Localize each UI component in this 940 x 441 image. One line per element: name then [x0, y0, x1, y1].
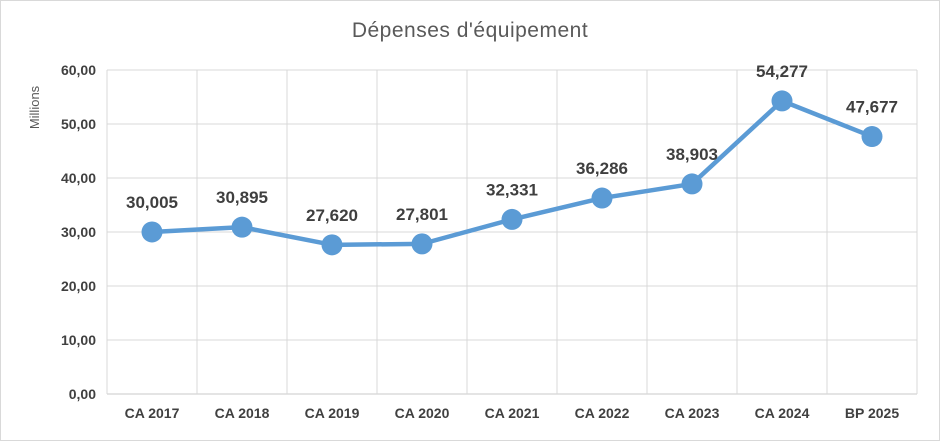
data-point-marker — [411, 233, 433, 255]
x-category-label: CA 2018 — [215, 405, 270, 421]
data-point-marker — [771, 90, 793, 112]
data-point-label: 38,903 — [666, 145, 718, 164]
y-tick-label: 60,00 — [61, 62, 96, 78]
data-point-marker — [681, 173, 703, 195]
y-tick-label: 40,00 — [61, 170, 96, 186]
data-point-marker — [501, 208, 523, 230]
y-tick-label: 30,00 — [61, 224, 96, 240]
data-point-label: 47,677 — [846, 98, 898, 117]
data-point-label: 27,620 — [306, 206, 358, 225]
data-point-label: 36,286 — [576, 159, 628, 178]
data-point-label: 30,005 — [126, 193, 178, 212]
x-category-label: CA 2017 — [125, 405, 180, 421]
x-category-label: CA 2024 — [755, 405, 810, 421]
x-category-label: CA 2019 — [305, 405, 360, 421]
data-point-label: 32,331 — [486, 180, 538, 199]
data-point-marker — [231, 216, 253, 238]
x-category-label: BP 2025 — [845, 405, 899, 421]
data-point-label: 30,895 — [216, 188, 268, 207]
y-tick-label: 50,00 — [61, 116, 96, 132]
x-category-label: CA 2022 — [575, 405, 630, 421]
x-category-label: CA 2023 — [665, 405, 720, 421]
data-point-marker — [321, 234, 343, 256]
data-point-label: 54,277 — [756, 62, 808, 81]
y-tick-label: 20,00 — [61, 278, 96, 294]
data-point-label: 27,801 — [396, 205, 448, 224]
y-tick-label: 10,00 — [61, 332, 96, 348]
y-tick-label: 0,00 — [69, 386, 96, 402]
data-point-marker — [861, 126, 883, 148]
data-point-marker — [141, 221, 163, 243]
x-category-label: CA 2020 — [395, 405, 450, 421]
x-category-label: CA 2021 — [485, 405, 540, 421]
chart-title: Dépenses d'équipement — [351, 19, 589, 42]
data-point-marker — [591, 187, 613, 209]
